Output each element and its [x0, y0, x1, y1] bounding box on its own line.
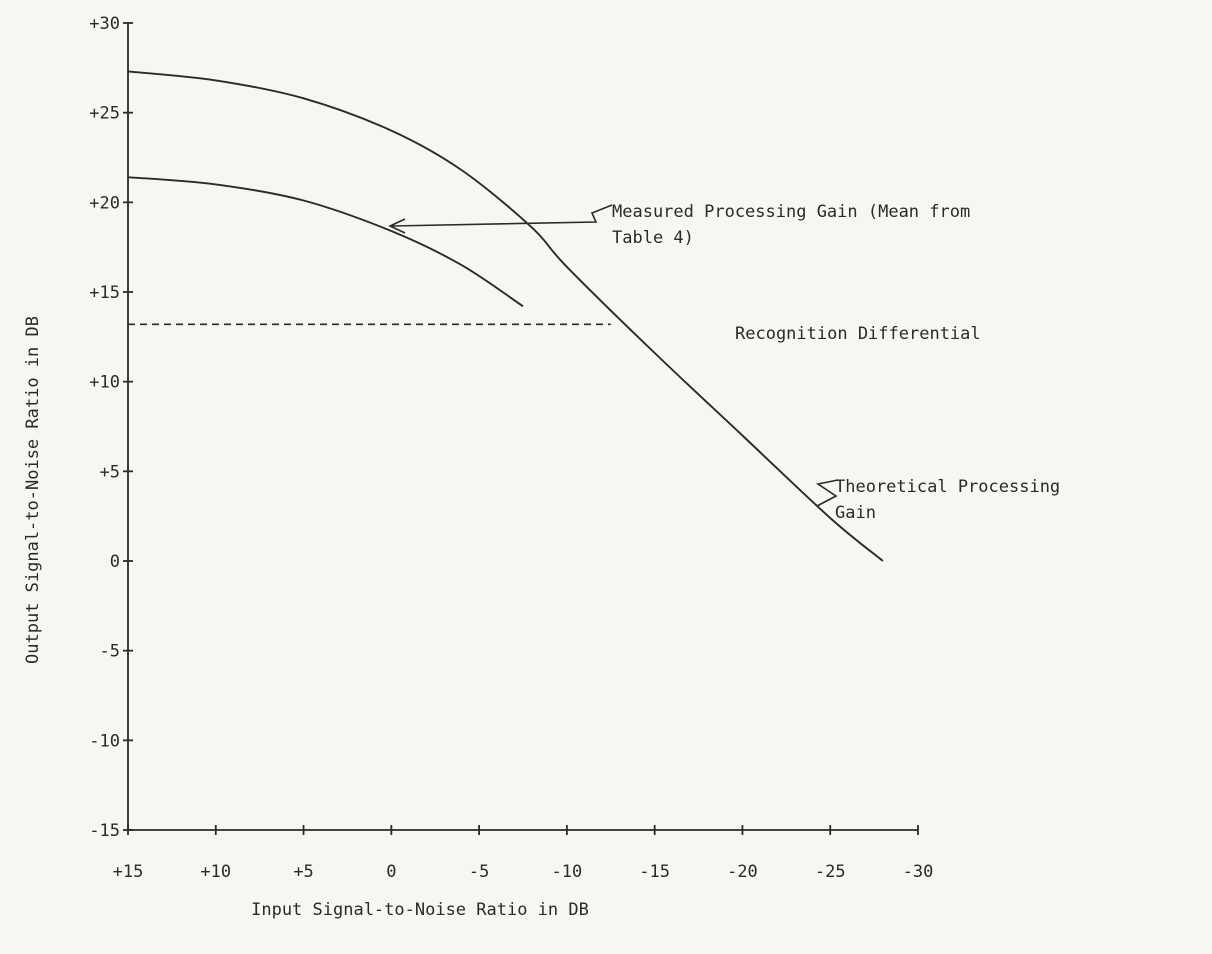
theoretical-label-line2: Gain [835, 503, 876, 523]
recognition-differential-label: Recognition Differential [735, 324, 981, 344]
x-tick-label: +5 [293, 862, 313, 882]
y-tick-label: +20 [89, 193, 120, 213]
x-tick-label: -20 [727, 862, 758, 882]
x-tick-label: -15 [639, 862, 670, 882]
theoretical-pointer-arrow [815, 479, 839, 507]
x-tick-label: +15 [113, 862, 144, 882]
y-axis-ticks: +30 +25 +20 +15 +10 +5 0 -5 -10 -15 [89, 14, 133, 841]
y-tick-label: -5 [100, 642, 120, 662]
x-tick-label: -5 [469, 862, 489, 882]
x-tick-label: +10 [200, 862, 231, 882]
y-tick-label: -10 [89, 731, 120, 751]
x-tick-label: -25 [815, 862, 846, 882]
y-tick-label: -15 [89, 821, 120, 841]
y-axis-title: Output Signal-to-Noise Ratio in DB [23, 316, 43, 664]
plot-lines [127, 70, 884, 562]
x-tick-label: -30 [903, 862, 934, 882]
measured-label-line2: Table 4) [612, 228, 694, 248]
x-axis-ticks: +15 +10 +5 0 -5 -10 -15 -20 -25 -30 [113, 825, 934, 882]
y-tick-label: +10 [89, 373, 120, 393]
y-tick-label: 0 [110, 552, 120, 572]
measured-gain-line [127, 176, 524, 308]
theoretical-label-line1: Theoretical Processing [835, 477, 1060, 497]
y-tick-label: +15 [89, 283, 120, 303]
measured-label-line1: Measured Processing Gain (Mean from [612, 202, 970, 222]
measured-pointer-arrow [388, 204, 613, 234]
x-axis-title: Input Signal-to-Noise Ratio in DB [251, 900, 589, 920]
theoretical-gain-line [127, 70, 884, 562]
y-tick-label: +25 [89, 104, 120, 124]
x-tick-label: -10 [552, 862, 583, 882]
x-tick-label: 0 [386, 862, 396, 882]
axes [127, 23, 918, 831]
y-tick-label: +5 [100, 462, 120, 482]
y-tick-label: +30 [89, 14, 120, 34]
